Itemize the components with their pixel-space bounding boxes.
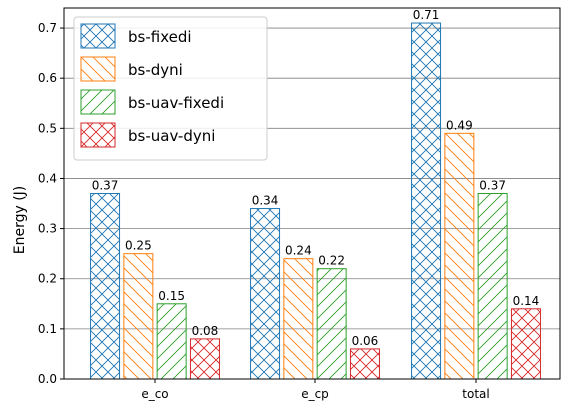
data-label: 0.71 bbox=[413, 8, 440, 22]
x-tick-label: e_co bbox=[141, 387, 168, 401]
y-tick-label: 0.0 bbox=[38, 372, 57, 386]
plot-frame bbox=[63, 7, 561, 380]
data-label: 0.34 bbox=[252, 194, 279, 208]
data-label: 0.08 bbox=[192, 324, 219, 338]
bar-bs-fixedi-e_co bbox=[90, 193, 121, 380]
legend-label: bs-uav-dyni bbox=[128, 127, 215, 145]
bar-bs-dyni-e_cp bbox=[283, 258, 314, 380]
bar-bs-uav-dyni-total bbox=[510, 308, 541, 380]
y-tick-label: 0.6 bbox=[38, 71, 57, 85]
data-label: 0.14 bbox=[513, 294, 540, 308]
data-label: 0.49 bbox=[446, 118, 473, 132]
bar-bs-fixedi-total bbox=[411, 22, 442, 380]
x-tick-label: total bbox=[462, 387, 489, 401]
y-tick-label: 0.1 bbox=[38, 322, 57, 336]
y-tick-label: 0.4 bbox=[38, 171, 57, 185]
bar-bs-uav-dyni-e_cp bbox=[349, 348, 380, 380]
y-axis-label: Energy (J) bbox=[12, 186, 28, 255]
bar-bs-uav-fixedi-total bbox=[477, 193, 508, 380]
legend-label: bs-dyni bbox=[128, 61, 183, 79]
data-label: 0.37 bbox=[92, 179, 119, 193]
data-label: 0.25 bbox=[125, 239, 152, 253]
legend-swatch bbox=[80, 56, 116, 82]
legend-box bbox=[73, 16, 268, 161]
legend-swatch bbox=[80, 122, 116, 148]
bar-bs-uav-dyni-e_co bbox=[189, 338, 220, 380]
legend-label: bs-uav-fixedi bbox=[128, 94, 224, 112]
data-label: 0.22 bbox=[318, 254, 345, 268]
bar-bs-dyni-e_co bbox=[123, 253, 154, 380]
x-axis-ticks: e_co e_cp total bbox=[141, 379, 490, 401]
data-label: 0.24 bbox=[285, 244, 312, 258]
bar-bs-uav-fixedi-e_co bbox=[156, 303, 187, 380]
y-tick-label: 0.3 bbox=[38, 222, 57, 236]
x-tick-label: e_cp bbox=[301, 387, 329, 401]
y-tick-label: 0.5 bbox=[38, 121, 57, 135]
bar-bs-uav-fixedi-e_cp bbox=[316, 268, 347, 380]
data-label: 0.06 bbox=[352, 334, 379, 348]
legend: bs-fixedi bs-dyni bs-uav-fixedi bs-uav-dyni bbox=[73, 16, 268, 161]
bars bbox=[90, 22, 541, 380]
legend-swatch bbox=[80, 23, 116, 49]
bar-bs-dyni-total bbox=[444, 132, 475, 380]
y-axis-ticks: 0.0 0.1 0.2 0.3 0.4 0.5 0.6 0.7 bbox=[38, 21, 64, 386]
data-label: 0.15 bbox=[158, 289, 185, 303]
legend-swatch bbox=[80, 89, 116, 115]
legend-label: bs-fixedi bbox=[128, 28, 192, 46]
bar-bs-fixedi-e_cp bbox=[250, 208, 281, 380]
data-labels: 0.37 0.25 0.15 0.08 0.34 0.24 0.22 0.06 0.71 0.49… bbox=[92, 8, 540, 348]
y-tick-label: 0.7 bbox=[38, 21, 57, 35]
data-label: 0.37 bbox=[479, 179, 506, 193]
y-tick-label: 0.2 bbox=[38, 272, 57, 286]
